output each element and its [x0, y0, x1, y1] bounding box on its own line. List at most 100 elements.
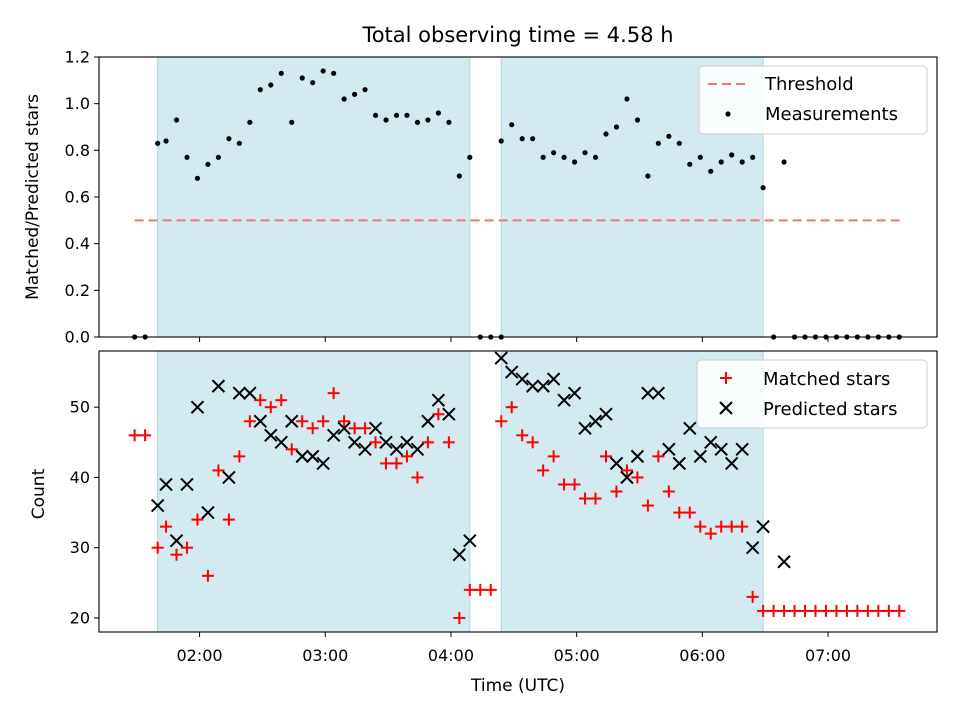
matched-star-point — [725, 520, 738, 533]
ratio-legend-box — [698, 65, 928, 135]
predicted-star-point — [232, 386, 247, 400]
predicted-star-point — [201, 505, 215, 520]
ratio-legend: Threshold Measurements — [698, 65, 928, 135]
predicted-star-point — [515, 372, 529, 386]
count-plot-frame — [98, 350, 938, 633]
predicted-star-point — [525, 379, 540, 393]
predicted-star-point — [599, 407, 613, 421]
predicted-star-point — [274, 435, 288, 450]
predicted-star-point — [400, 435, 414, 450]
legend-predicted-label: Predicted stars — [763, 399, 897, 420]
predicted-star-point — [442, 407, 456, 421]
matched-star-point — [631, 471, 644, 484]
count-y-tick-label: 40 — [70, 468, 90, 487]
ratio-y-tick-label: 0.8 — [65, 141, 90, 160]
measurement-point — [456, 173, 462, 179]
measurement-point — [760, 185, 766, 191]
matched-star-point — [652, 450, 665, 463]
matched-star-point — [160, 520, 173, 533]
predicted-star-point — [557, 393, 571, 407]
matched-star-point — [474, 583, 487, 596]
ratio-y-tick-label: 0.6 — [65, 188, 90, 207]
measurement-point — [320, 68, 326, 74]
measurement-point — [163, 138, 169, 144]
predicted-star-point — [505, 365, 519, 379]
matched-star-point — [715, 520, 728, 533]
predicted-star-point — [169, 533, 184, 548]
predicted-star-point — [463, 533, 477, 548]
matched-star-point — [495, 415, 508, 428]
measurement-point — [781, 159, 787, 165]
matched-star-point — [151, 541, 164, 554]
matched-star-point — [442, 436, 455, 449]
matched-star-point — [275, 394, 288, 407]
matched-star-point — [128, 429, 141, 442]
matched-star-point — [285, 443, 298, 456]
measurement-point — [247, 119, 253, 125]
measurement-point — [215, 154, 222, 160]
measurement-point — [467, 154, 473, 160]
measurement-point — [236, 140, 242, 146]
matched-star-point — [254, 394, 267, 407]
matched-star-point — [359, 422, 372, 435]
matched-star-point — [809, 604, 822, 617]
predicted-star-point — [745, 540, 760, 555]
measurement-point — [739, 159, 745, 165]
matched-star-point — [400, 450, 413, 463]
measurement-point — [634, 117, 641, 123]
matched-star-point — [589, 492, 602, 505]
measurement-point — [351, 91, 358, 97]
measurement-point — [729, 152, 735, 158]
matched-star-point — [882, 604, 895, 617]
measurement-point — [551, 150, 557, 156]
matched-star-point — [861, 604, 874, 617]
matched-star-point — [767, 604, 780, 617]
predicted-star-point — [630, 449, 645, 464]
matched-star-point — [840, 604, 853, 617]
matched-star-point — [432, 408, 445, 421]
measurement-point — [582, 150, 588, 156]
predicted-star-point — [662, 442, 676, 457]
measurement-point — [718, 159, 724, 165]
count-y-tick-label: 20 — [70, 608, 90, 627]
ratio-y-tick-label: 1.0 — [65, 94, 90, 113]
measurement-point — [655, 140, 661, 146]
matched-star-point — [222, 513, 235, 526]
matched-star-point — [757, 604, 770, 617]
matched-star-point — [599, 450, 612, 463]
matched-star-point — [484, 583, 497, 596]
matched-star-point — [778, 604, 791, 617]
ratio-y-tick-label: 0.0 — [65, 328, 90, 347]
measurement-point — [404, 112, 410, 118]
measurement-point — [205, 161, 211, 167]
legend-measurements-label: Measurements — [765, 104, 898, 125]
predicted-star-point — [494, 351, 508, 365]
measurement-point — [299, 75, 305, 81]
count-legend-box — [696, 359, 928, 429]
measurement-point — [372, 112, 379, 118]
matched-star-point — [579, 492, 592, 505]
matched-star-point — [453, 611, 466, 624]
matched-star-point — [212, 464, 225, 477]
matched-star-point — [201, 569, 214, 582]
measurement-point — [194, 175, 201, 181]
predicted-star-point — [243, 386, 257, 400]
predicted-star-point — [641, 386, 655, 400]
ratio-x-ticks — [199, 337, 829, 342]
matched-star-point — [819, 604, 832, 617]
matched-star-point — [851, 604, 864, 617]
matched-star-point — [505, 401, 518, 414]
matched-star-point — [620, 464, 633, 477]
matched-star-point — [296, 415, 309, 428]
matched-star-point — [421, 436, 434, 449]
measurement-point — [697, 154, 703, 160]
matched-star-point — [369, 436, 382, 449]
count-shaded-intervals — [157, 350, 764, 633]
ratio-panel: 0.0 0.2 0.4 0.6 0.8 1.0 1.2 Total observing ti… — [23, 23, 938, 347]
predicted-star-point — [190, 400, 205, 414]
measurement-point — [393, 112, 400, 118]
predicted-star-point — [285, 414, 299, 428]
matched-star-point — [170, 548, 183, 561]
predicted-star-point — [347, 435, 362, 450]
measurement-point — [708, 168, 714, 174]
